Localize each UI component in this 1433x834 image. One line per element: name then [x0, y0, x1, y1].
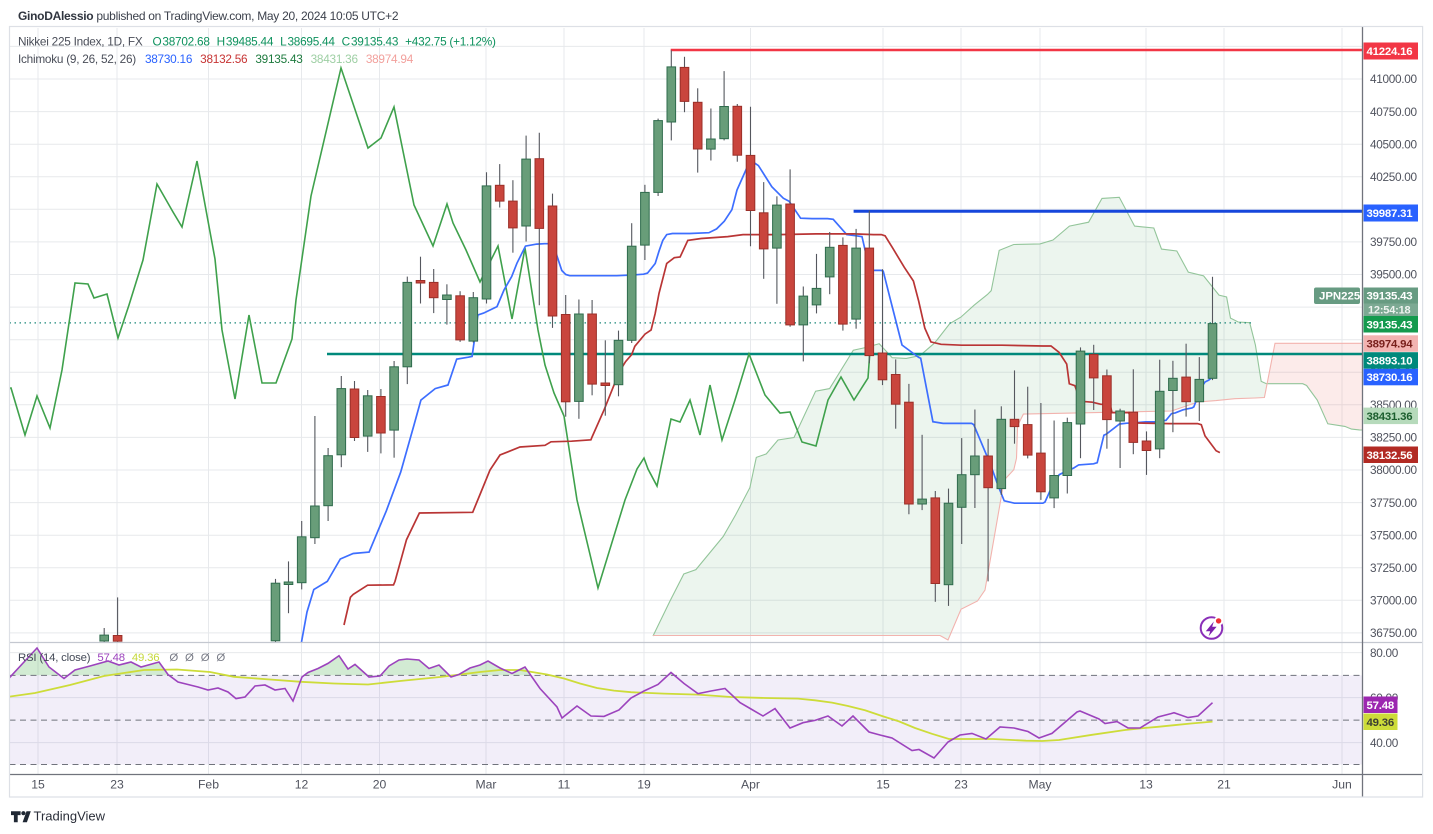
svg-text:57.48: 57.48: [1367, 700, 1395, 712]
svg-text:41000.00: 41000.00: [1370, 72, 1418, 86]
svg-text:49.36: 49.36: [1367, 717, 1395, 729]
svg-text:36750.00: 36750.00: [1370, 626, 1418, 640]
svg-text:JPN225: JPN225: [1319, 291, 1361, 303]
svg-text:38250.00: 38250.00: [1370, 431, 1418, 445]
svg-text:39500.00: 39500.00: [1370, 268, 1418, 282]
svg-text:37000.00: 37000.00: [1370, 594, 1418, 608]
svg-text:TradingView: TradingView: [34, 809, 106, 824]
svg-text:Ichimoku (9, 26, 52, 26)38730.: Ichimoku (9, 26, 52, 26) 38730.16 38132.56…: [18, 52, 414, 66]
svg-text:23: 23: [110, 778, 124, 792]
svg-text:41224.16: 41224.16: [1367, 46, 1413, 58]
svg-text:23: 23: [954, 778, 968, 792]
svg-text:GinoDAlessio published on Trad: GinoDAlessio published on TradingView.co…: [18, 9, 399, 23]
svg-text:38893.10: 38893.10: [1367, 356, 1413, 368]
svg-text:15: 15: [876, 778, 890, 792]
svg-text:13: 13: [1139, 778, 1153, 792]
svg-text:38431.36: 38431.36: [1367, 411, 1413, 423]
svg-text:37750.00: 37750.00: [1370, 496, 1418, 510]
svg-text:37250.00: 37250.00: [1370, 561, 1418, 575]
svg-text:Mar: Mar: [476, 778, 497, 792]
svg-text:38974.94: 38974.94: [1367, 339, 1414, 351]
svg-text:40750.00: 40750.00: [1370, 105, 1418, 119]
svg-text:Feb: Feb: [198, 778, 219, 792]
svg-text:20: 20: [373, 778, 387, 792]
svg-text:40250.00: 40250.00: [1370, 170, 1418, 184]
svg-text:12:54:18: 12:54:18: [1368, 305, 1411, 317]
svg-text:38132.56: 38132.56: [1367, 450, 1413, 462]
svg-text:Jun: Jun: [1332, 778, 1352, 792]
svg-text:21: 21: [1217, 778, 1231, 792]
svg-text:38000.00: 38000.00: [1370, 463, 1418, 477]
svg-text:12: 12: [295, 778, 309, 792]
svg-text:37500.00: 37500.00: [1370, 528, 1418, 542]
svg-text:11: 11: [558, 778, 571, 792]
svg-text:39750.00: 39750.00: [1370, 235, 1418, 249]
svg-text:38730.16: 38730.16: [1367, 372, 1413, 384]
svg-text:May: May: [1028, 778, 1052, 792]
svg-text:80.00: 80.00: [1370, 646, 1399, 660]
svg-text:39135.43: 39135.43: [1367, 291, 1413, 303]
svg-text:15: 15: [31, 778, 45, 792]
svg-text:40.00: 40.00: [1370, 736, 1399, 750]
svg-text:19: 19: [637, 778, 651, 792]
svg-text:39987.31: 39987.31: [1367, 208, 1414, 220]
svg-text:40500.00: 40500.00: [1370, 137, 1418, 151]
svg-text:Apr: Apr: [741, 778, 760, 792]
svg-text:39135.43: 39135.43: [1367, 319, 1413, 331]
